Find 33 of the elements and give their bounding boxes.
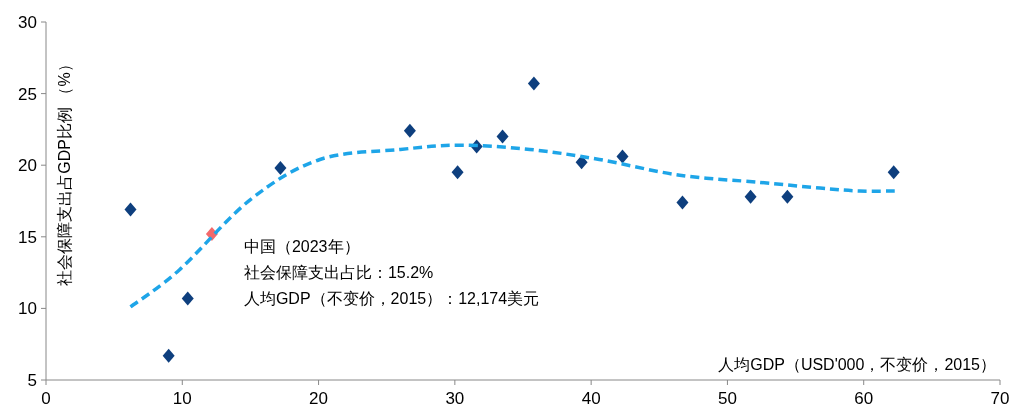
point [781, 189, 794, 204]
point [744, 189, 757, 204]
point [181, 291, 194, 306]
point [162, 348, 175, 363]
x-tick-label: 0 [41, 389, 51, 408]
point [616, 149, 629, 164]
y-tick-label: 20 [18, 156, 37, 176]
x-tick-label: 30 [445, 389, 465, 408]
y-tick-label: 30 [18, 13, 37, 32]
point [403, 123, 416, 138]
point [887, 165, 900, 180]
y-tick-label: 25 [18, 84, 37, 104]
x-tick-label: 70 [990, 389, 1010, 408]
annotation: 中国（2023年） [243, 237, 360, 255]
x-tick-label: 50 [717, 389, 737, 408]
point [451, 165, 464, 180]
x-axis-title: 人均GDP（USD'000，不变价，2015） [718, 356, 996, 373]
point [496, 129, 509, 144]
annotation: 社会保障支出占比：15.2% [243, 263, 434, 281]
point [676, 195, 689, 210]
point [527, 76, 540, 91]
y-tick-label: 5 [27, 371, 37, 390]
y-tick-label: 15 [18, 227, 37, 247]
x-tick-label: 20 [309, 389, 329, 408]
y-tick-label: 10 [18, 299, 37, 319]
point [274, 161, 287, 176]
annotation: 人均GDP（不变价，2015）：12,174美元 [243, 289, 540, 307]
point [575, 155, 588, 170]
point [124, 202, 137, 217]
x-tick-label: 60 [854, 389, 874, 408]
x-tick-label: 40 [581, 389, 601, 408]
y-axis-title: 社会保障支出占GDP比例 （%） [56, 56, 73, 286]
x-tick-label: 10 [172, 389, 192, 408]
